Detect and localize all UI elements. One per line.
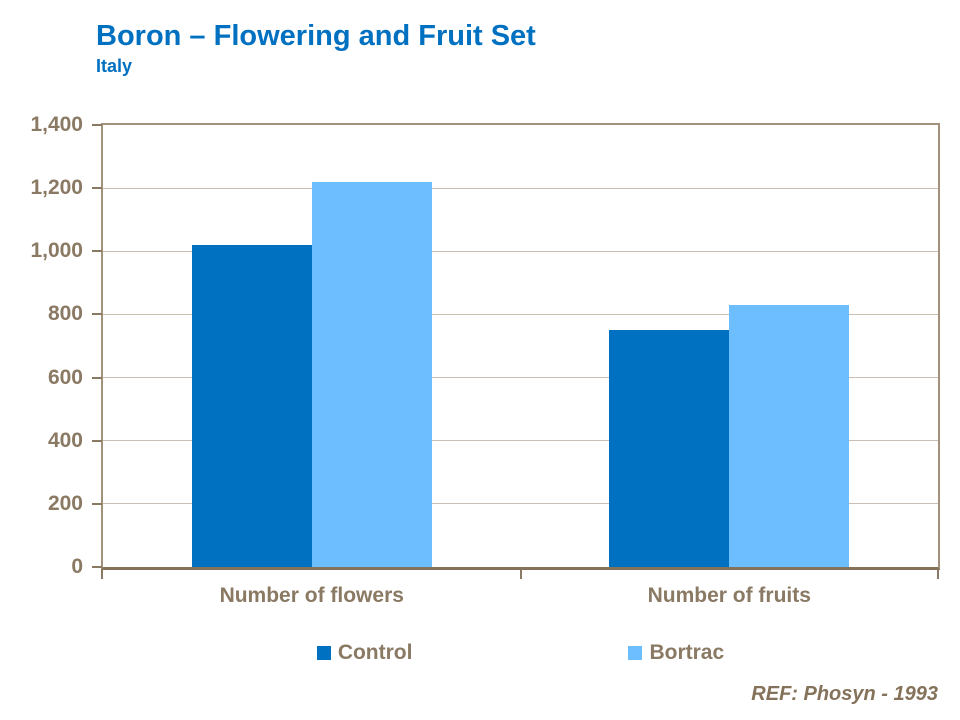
y-axis-tick	[92, 376, 102, 379]
legend-swatch-icon	[316, 646, 331, 660]
x-axis-tick	[519, 570, 522, 579]
legend-item-control: Control	[316, 641, 413, 665]
y-axis-tick	[92, 313, 102, 316]
y-axis-tick	[92, 439, 102, 442]
y-axis-label: 1,000	[30, 239, 83, 263]
page-subtitle: Italy	[96, 56, 133, 76]
y-axis-label: 0	[71, 555, 83, 578]
y-axis-tick	[92, 250, 102, 253]
gridline	[103, 440, 938, 442]
legend-label: Bortrac	[649, 641, 725, 664]
page-title: Boron – Flowering and Fruit Set	[96, 20, 536, 52]
chart-legend: Control Bortrac	[101, 641, 940, 665]
gridline	[103, 377, 938, 379]
legend-swatch-icon	[628, 646, 643, 660]
gridline	[103, 503, 938, 505]
bar-control-1	[191, 244, 312, 567]
y-axis-label: 200	[47, 491, 83, 515]
bar-bortrac-2	[729, 304, 850, 567]
plot-area: 0 200 400 600 800 1,000 1,200 1,400 Number of fl…	[30, 114, 940, 607]
y-axis-label: 1,200	[30, 176, 83, 200]
gridline	[103, 250, 938, 252]
y-axis-tick	[92, 566, 102, 568]
y-axis-tick	[92, 187, 102, 190]
legend-item-bortrac: Bortrac	[628, 641, 724, 665]
reference-note: REF: Phosyn - 1993	[751, 683, 938, 705]
y-axis-tick	[92, 124, 102, 126]
bar-control-2	[609, 330, 730, 567]
y-axis-tick	[92, 502, 102, 505]
x-axis-category-label: Number of flowers	[219, 584, 404, 607]
x-axis-category-label: Number of fruits	[647, 584, 811, 607]
gridline	[103, 187, 938, 189]
bar-bortrac-1	[311, 181, 432, 567]
legend-label: Control	[337, 641, 413, 664]
x-axis-tick	[101, 570, 103, 579]
x-axis-tick	[937, 570, 939, 579]
y-axis-label: 1,400	[30, 113, 83, 136]
y-axis-label: 400	[47, 428, 83, 452]
y-axis-label: 600	[47, 365, 83, 389]
y-axis-label: 800	[47, 302, 83, 326]
gridline	[103, 313, 938, 315]
